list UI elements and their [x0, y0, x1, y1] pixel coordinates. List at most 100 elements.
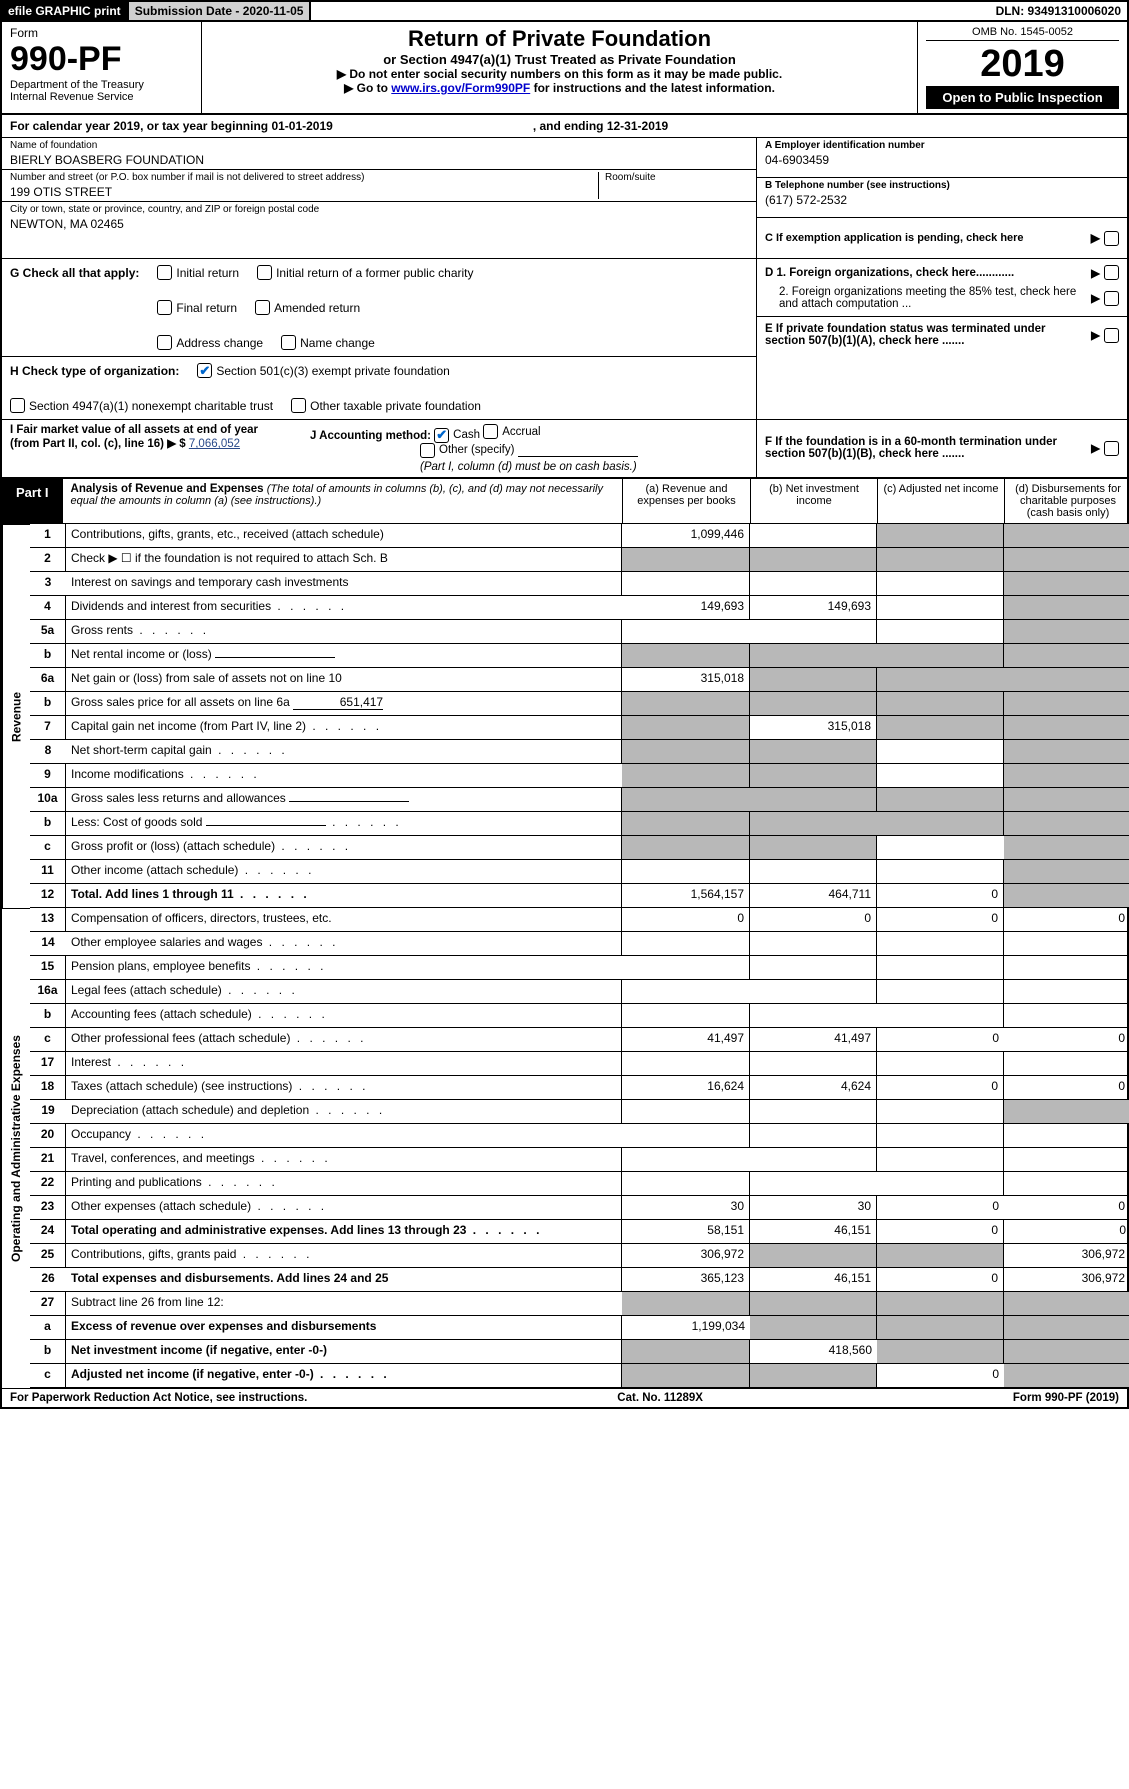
- submission-date: Submission Date - 2020-11-05: [129, 2, 312, 20]
- row-text: Total operating and administrative expen…: [66, 1220, 622, 1244]
- e-label: E If private foundation status was termi…: [765, 323, 1073, 347]
- g-name-change[interactable]: Name change: [281, 335, 375, 350]
- row-number: 20: [30, 1124, 66, 1148]
- form-subtitle: or Section 4947(a)(1) Trust Treated as P…: [210, 52, 909, 67]
- ein-cell: A Employer identification number 04-6903…: [757, 138, 1127, 178]
- col-d-value: [1004, 1364, 1129, 1388]
- header-left: Form 990-PF Department of the Treasury I…: [2, 22, 202, 113]
- col-b-value: [750, 1244, 877, 1268]
- row-text: Gross profit or (loss) (attach schedule)…: [66, 836, 622, 860]
- row-number: 19: [30, 1100, 66, 1124]
- city-label: City or town, state or province, country…: [10, 204, 748, 215]
- row-number: 10a: [30, 788, 66, 812]
- j-accrual[interactable]: Accrual: [483, 424, 540, 439]
- col-a-value: [622, 980, 750, 1004]
- row-text: Excess of revenue over expenses and disb…: [66, 1316, 622, 1340]
- h-501c3[interactable]: Section 501(c)(3) exempt private foundat…: [197, 363, 449, 378]
- col-a-header: (a) Revenue and expenses per books: [622, 479, 750, 523]
- row-number: b: [30, 812, 66, 836]
- col-a-value: 1,564,157: [622, 884, 750, 908]
- row-number: 27: [30, 1292, 66, 1316]
- col-b-value: [750, 1124, 877, 1148]
- f-checkbox[interactable]: [1104, 441, 1119, 456]
- col-a-value: [622, 1172, 750, 1196]
- col-d-value: [1004, 956, 1129, 980]
- g-initial-return[interactable]: Initial return: [157, 265, 239, 280]
- entity-right: A Employer identification number 04-6903…: [757, 138, 1127, 258]
- col-a-value: 306,972: [622, 1244, 750, 1268]
- row-number: 15: [30, 956, 66, 980]
- col-d-value: [1004, 692, 1129, 716]
- g-final-return[interactable]: Final return: [157, 300, 237, 315]
- row-number: c: [30, 836, 66, 860]
- row-number: 14: [30, 932, 66, 956]
- col-c-value: [877, 932, 1004, 956]
- def-right: D 1. Foreign organizations, check here..…: [757, 259, 1127, 419]
- col-b-value: [750, 620, 877, 644]
- j-other[interactable]: Other (specify): [420, 443, 638, 458]
- g-opt-5: Name change: [300, 336, 375, 350]
- section-f: F If the foundation is in a 60-month ter…: [757, 420, 1127, 477]
- col-a-value: [622, 644, 750, 668]
- row-text: Gross sales less returns and allowances: [66, 788, 622, 812]
- h-other-taxable[interactable]: Other taxable private foundation: [291, 398, 481, 413]
- row-number: 3: [30, 572, 66, 596]
- col-c-value: [877, 524, 1004, 548]
- g-opt-4: Amended return: [274, 301, 360, 315]
- row-number: 6a: [30, 668, 66, 692]
- col-c-value: [877, 812, 1004, 836]
- col-c-value: [877, 1292, 1004, 1316]
- g-initial-public[interactable]: Initial return of a former public charit…: [257, 265, 473, 280]
- col-a-value: [622, 1340, 750, 1364]
- row-number: 9: [30, 764, 66, 788]
- col-b-value: [750, 788, 877, 812]
- row-text: Net rental income or (loss): [66, 644, 622, 668]
- col-c-value: [877, 644, 1004, 668]
- col-d-value: [1004, 1100, 1129, 1124]
- col-b-value: [750, 1172, 877, 1196]
- fmv-value: 7,066,052: [189, 438, 240, 450]
- foundation-name-cell: Name of foundation BIERLY BOASBERG FOUND…: [2, 138, 756, 170]
- g-amended[interactable]: Amended return: [255, 300, 360, 315]
- row-number: 16a: [30, 980, 66, 1004]
- h-label: H Check type of organization:: [10, 364, 179, 378]
- part1-header-row: Part I Analysis of Revenue and Expenses …: [2, 479, 1127, 524]
- d1-checkbox[interactable]: [1104, 265, 1119, 280]
- col-b-value: [750, 692, 877, 716]
- col-c-value: [877, 620, 1004, 644]
- irs-label: Internal Revenue Service: [10, 91, 193, 103]
- col-c-value: [877, 836, 1004, 860]
- col-c-value: [877, 740, 1004, 764]
- col-d-value: [1004, 1316, 1129, 1340]
- row-text: Dividends and interest from securities .…: [66, 596, 622, 620]
- h-4947[interactable]: Section 4947(a)(1) nonexempt charitable …: [10, 398, 273, 413]
- j-cash[interactable]: Cash: [434, 428, 480, 443]
- row-number: 22: [30, 1172, 66, 1196]
- row-text: Gross sales price for all assets on line…: [66, 692, 622, 716]
- col-d-value: [1004, 620, 1129, 644]
- row-number: 11: [30, 860, 66, 884]
- col-b-value: 315,018: [750, 716, 877, 740]
- col-b-value: [750, 1148, 877, 1172]
- irs-link[interactable]: www.irs.gov/Form990PF: [391, 81, 530, 95]
- g-address-change[interactable]: Address change: [157, 335, 263, 350]
- room-label: Room/suite: [605, 172, 748, 183]
- col-c-value: [877, 1148, 1004, 1172]
- row-text: Capital gain net income (from Part IV, l…: [66, 716, 622, 740]
- j-note: (Part I, column (d) must be on cash basi…: [420, 461, 637, 473]
- c-checkbox[interactable]: [1104, 231, 1119, 246]
- row-text: Travel, conferences, and meetings . . . …: [66, 1148, 622, 1172]
- col-b-value: 30: [750, 1196, 877, 1220]
- col-d-value: [1004, 1148, 1129, 1172]
- col-d-value: 0: [1004, 1028, 1129, 1052]
- col-a-value: [622, 1292, 750, 1316]
- entity-left: Name of foundation BIERLY BOASBERG FOUND…: [2, 138, 757, 258]
- col-c-value: [877, 668, 1004, 692]
- row-text: Contributions, gifts, grants paid . . . …: [66, 1244, 622, 1268]
- arrow-icon: ▶: [1091, 266, 1100, 280]
- e-checkbox[interactable]: [1104, 328, 1119, 343]
- section-c: C If exemption application is pending, c…: [757, 218, 1127, 258]
- row-text: Taxes (attach schedule) (see instruction…: [66, 1076, 622, 1100]
- d2-checkbox[interactable]: [1104, 291, 1119, 306]
- col-a-value: 30: [622, 1196, 750, 1220]
